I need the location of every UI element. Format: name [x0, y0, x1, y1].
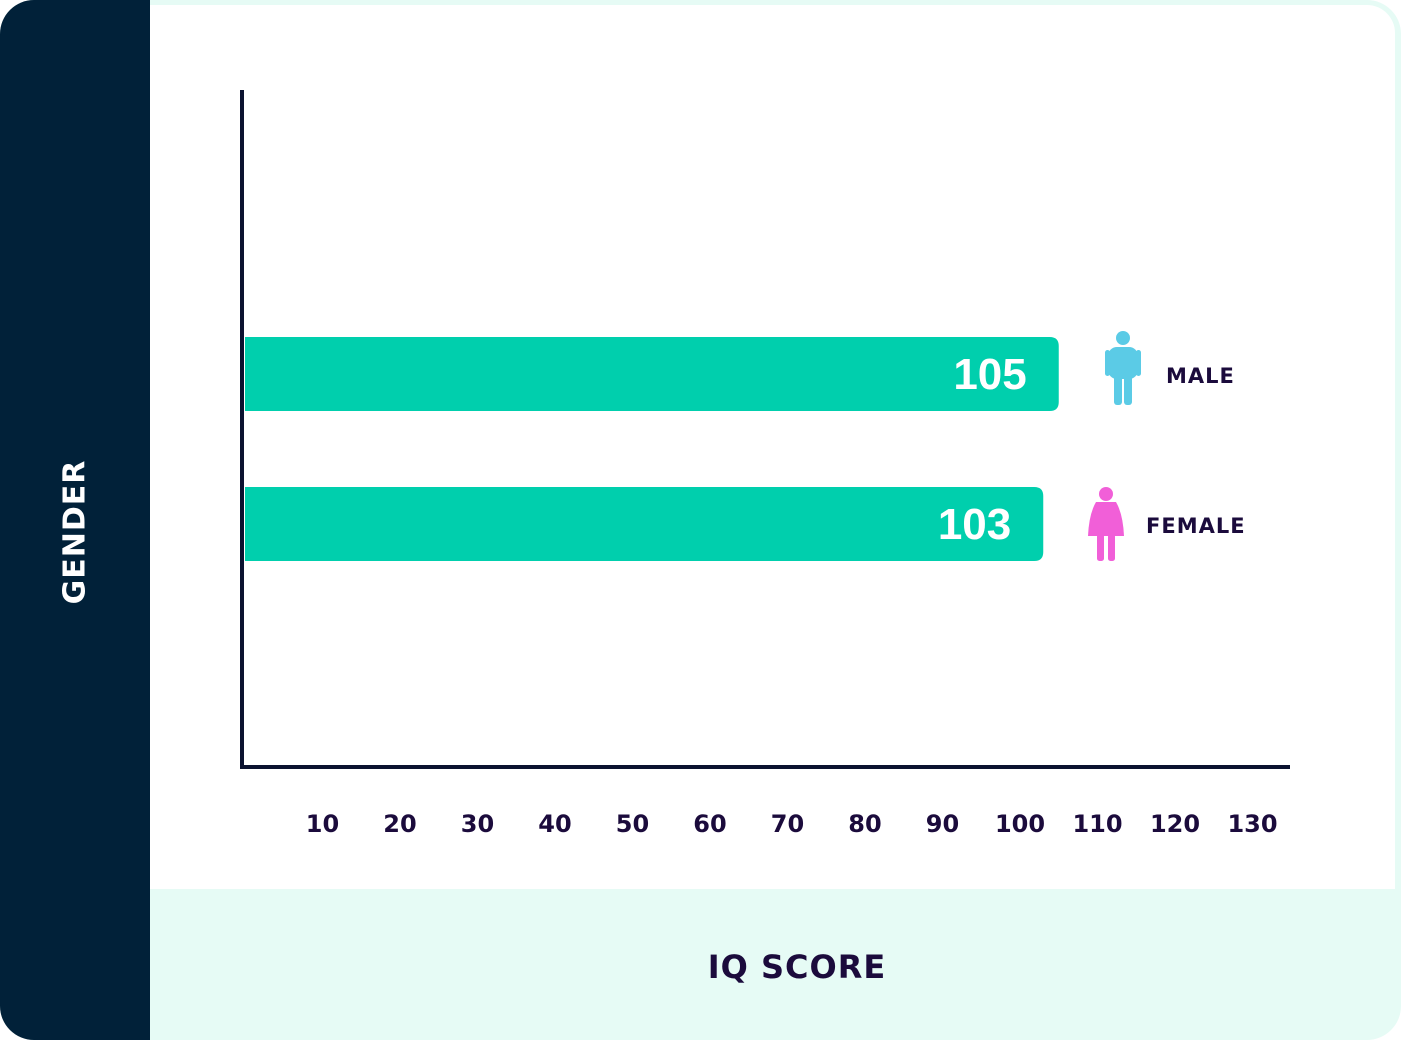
category-label-female: FEMALE: [1146, 514, 1246, 538]
bar-female: [245, 487, 1044, 561]
x-tick-label: 40: [538, 810, 571, 838]
value-labels-layer: 105 103: [938, 350, 1027, 549]
x-tick-label: 100: [995, 810, 1045, 838]
category-icons-layer: [1088, 331, 1141, 561]
axes-layer: [240, 90, 1290, 769]
x-tick-label: 30: [461, 810, 494, 838]
bar-value-label: 103: [938, 500, 1011, 549]
x-tick-label: 120: [1150, 810, 1200, 838]
female-person-icon: [1088, 487, 1124, 561]
x-tick-label: 80: [848, 810, 881, 838]
x-tick-label: 70: [771, 810, 804, 838]
x-tick-label: 60: [693, 810, 726, 838]
x-tick-label: 10: [306, 810, 339, 838]
x-axis-title: IQ SCORE: [707, 948, 887, 986]
x-tick-label: 130: [1227, 810, 1277, 838]
male-person-icon: [1105, 331, 1141, 405]
y-axis-band: GENDER: [0, 0, 150, 1040]
category-label-male: MALE: [1166, 364, 1235, 388]
x-tick-label: 20: [383, 810, 416, 838]
plot-panel: [150, 5, 1395, 889]
bar-male: [245, 337, 1059, 411]
category-labels-layer: MALE FEMALE: [1146, 364, 1246, 538]
x-tick-label: 90: [926, 810, 959, 838]
bar-value-label: 105: [953, 350, 1026, 399]
x-tick-label: 50: [616, 810, 649, 838]
x-tick-label: 110: [1072, 810, 1122, 838]
bars-layer: [245, 337, 1059, 561]
x-tick-labels-layer: 10 20 30 40 50 60 70 80 90 100 110 120 130: [306, 810, 1278, 838]
